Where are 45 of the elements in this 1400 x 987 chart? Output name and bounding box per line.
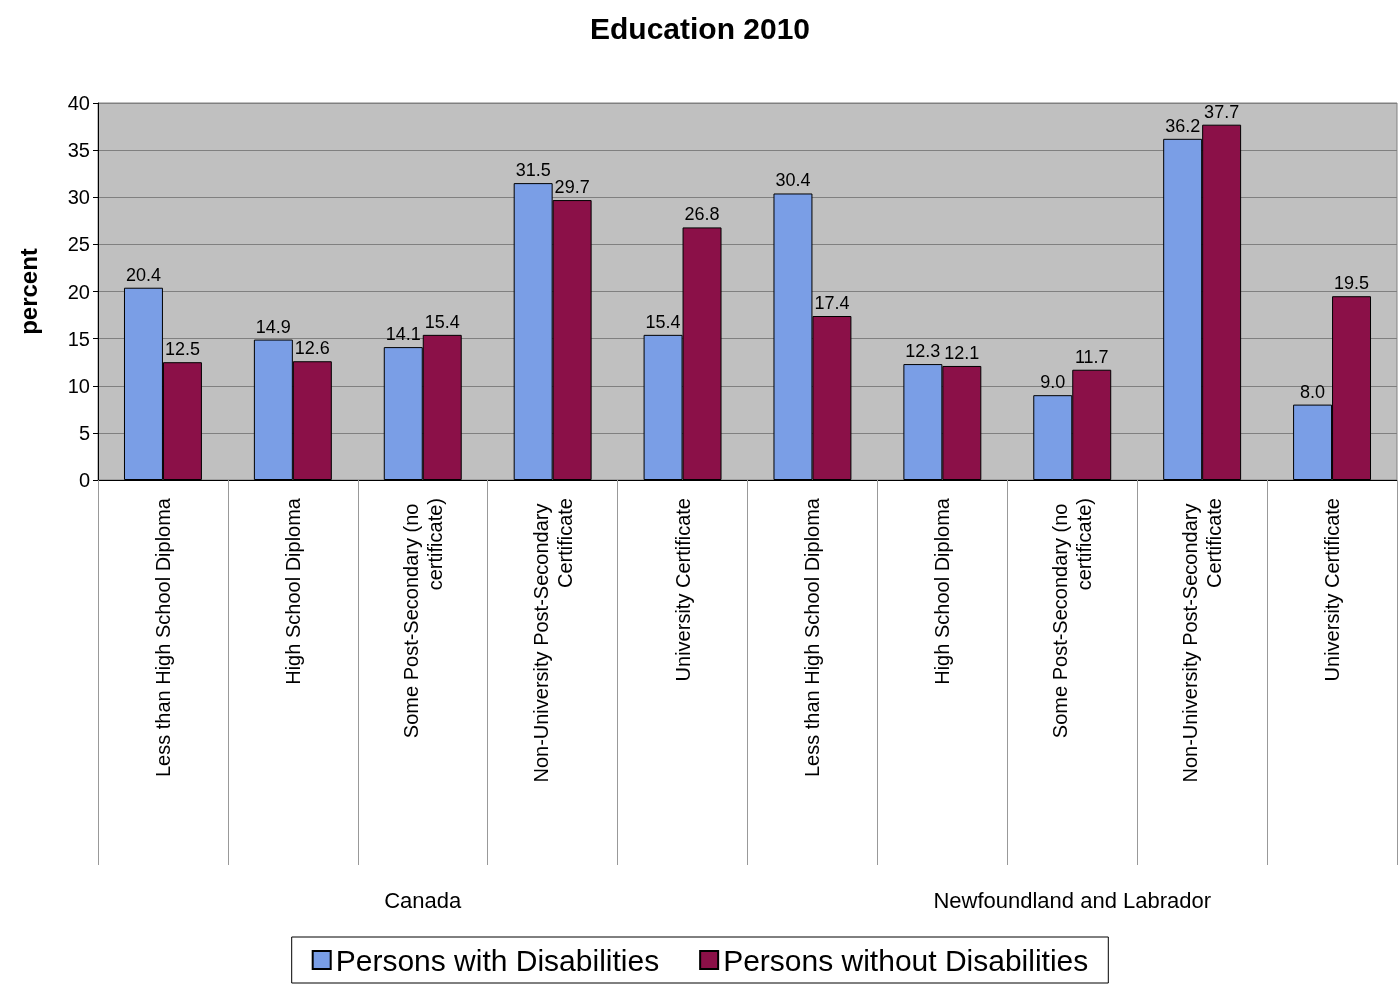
data-label: 20.4 — [125, 264, 161, 285]
y-tick-label: 20 — [67, 280, 90, 303]
x-tick-label: Less than High School Diploma — [151, 497, 174, 778]
data-label: 19.5 — [1334, 273, 1370, 294]
x-tick-label: Non-University Post-Secondary Certificate — [1179, 498, 1226, 783]
data-label: 12.1 — [944, 342, 980, 363]
x-tick-label: University Certificate — [671, 498, 694, 682]
data-label: 36.2 — [1165, 115, 1201, 136]
data-label: 8.0 — [1300, 381, 1326, 402]
legend-label: Persons without Disabilities — [723, 943, 1089, 977]
data-label: 26.8 — [684, 204, 720, 225]
data-label: 37.7 — [1204, 101, 1240, 122]
y-tick-label: 25 — [67, 233, 90, 256]
x-tick-label: Less than High School Diploma — [801, 497, 824, 778]
y-tick-label: 35 — [67, 139, 90, 162]
y-tick-label: 40 — [67, 92, 90, 114]
y-tick-label: 5 — [78, 421, 90, 444]
y-tick-label: 10 — [67, 374, 90, 397]
x-tick-label: High School Diploma — [931, 497, 954, 685]
data-label: 15.4 — [424, 311, 460, 332]
y-axis-title: percent — [14, 248, 42, 335]
data-label: 30.4 — [775, 170, 811, 191]
data-label: 14.9 — [255, 316, 291, 337]
data-label: 12.3 — [905, 341, 941, 362]
x-tick-label: Non-University Post-Secondary Certificate — [529, 498, 576, 783]
data-label: 12.6 — [294, 338, 330, 359]
data-label: 12.5 — [164, 339, 200, 360]
data-label: 15.4 — [645, 311, 681, 332]
x-tick-label: High School Diploma — [281, 497, 304, 685]
data-label: 9.0 — [1040, 372, 1066, 393]
legend-label: Persons with Disabilities — [335, 943, 660, 977]
x-tick-label: Some Post-Secondary (no certificate) — [399, 498, 446, 739]
y-tick-label: 30 — [67, 186, 90, 209]
text: Canada — [384, 887, 463, 913]
y-tick-label: 0 — [78, 469, 90, 491]
data-label: 29.7 — [554, 177, 590, 198]
x-tick-label: University Certificate — [1321, 498, 1344, 682]
data-label: 14.1 — [385, 324, 421, 345]
y-tick-label: 15 — [67, 327, 90, 350]
data-label: 11.7 — [1074, 346, 1109, 367]
data-label: 17.4 — [814, 293, 850, 314]
x-tick-label: Some Post-Secondary (no certificate) — [1049, 498, 1096, 739]
chart-title: Education 2010 — [589, 11, 811, 45]
text: Newfoundland and Labrador — [933, 887, 1212, 913]
data-label: 31.5 — [515, 160, 551, 181]
